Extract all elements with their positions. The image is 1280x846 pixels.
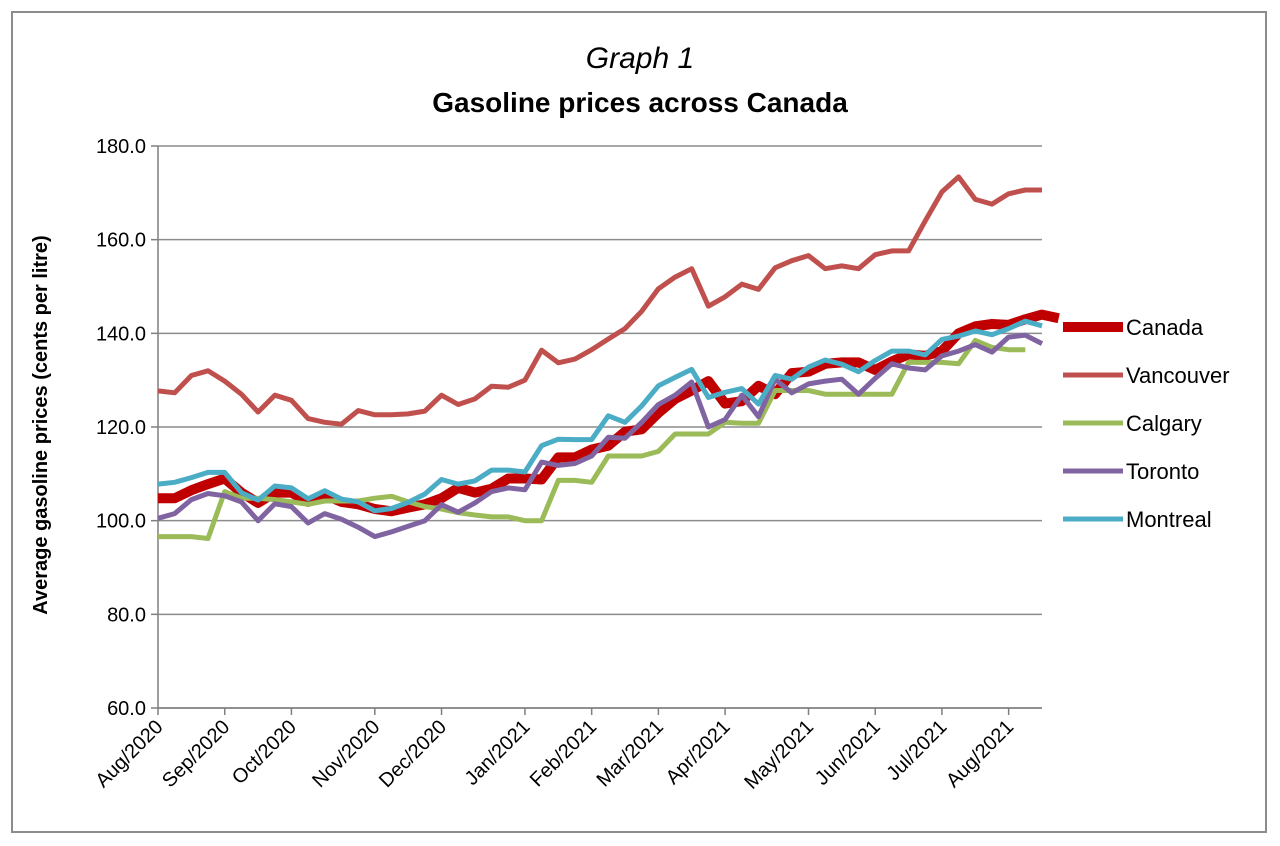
x-tick-label: Jun/2021: [811, 716, 885, 790]
x-tick-label: Jan/2021: [461, 716, 535, 790]
series-line-vancouver: [157, 174, 1042, 427]
legend-label-vancouver: Vancouver: [1126, 363, 1230, 388]
x-tick-label: May/2021: [740, 716, 818, 794]
y-tick-label: 180.0: [96, 136, 146, 158]
series-line-calgary: [158, 337, 1026, 541]
chart-title: Gasoline prices across Canada: [432, 87, 848, 118]
legend-label-calgary: Calgary: [1126, 411, 1202, 436]
y-tick-label: 160.0: [96, 230, 146, 252]
series-line-toronto: [157, 332, 1044, 540]
y-tick-label: 100.0: [96, 511, 146, 533]
series-line-montreal: [157, 318, 1043, 514]
y-tick-label: 80.0: [107, 604, 146, 626]
x-tick-label: Feb/2021: [526, 716, 601, 791]
x-tick-label: Aug/2021: [942, 716, 1018, 792]
x-tick-label: Oct/2020: [228, 716, 301, 789]
x-tick-label: Apr/2021: [662, 716, 735, 789]
x-tick-label: Nov/2020: [308, 716, 384, 792]
chart-subtitle: Graph 1: [586, 42, 694, 75]
x-tick-label: Mar/2021: [593, 716, 668, 791]
x-tick-label: Dec/2020: [375, 716, 451, 792]
x-tick-label: Jul/2021: [882, 716, 951, 785]
x-tick-label: Aug/2020: [91, 716, 167, 792]
y-tick-label: 140.0: [96, 323, 146, 345]
series-lines: [157, 174, 1060, 541]
y-axis-label: Average gasoline prices (cents per litre…: [30, 235, 52, 614]
y-tick-label: 60.0: [107, 698, 146, 720]
legend: Canada Vancouver Calgary Toronto Montreal: [1063, 315, 1230, 532]
y-tick-labels: 180.0 160.0 140.0 120.0 100.0 80.0 60.0: [96, 136, 158, 720]
legend-label-canada: Canada: [1126, 315, 1204, 340]
y-tick-label: 120.0: [96, 417, 146, 439]
legend-label-toronto: Toronto: [1126, 459, 1199, 484]
x-tick-label: Sep/2020: [158, 716, 234, 792]
series-line-canada: [158, 309, 1060, 517]
legend-label-montreal: Montreal: [1126, 507, 1212, 532]
